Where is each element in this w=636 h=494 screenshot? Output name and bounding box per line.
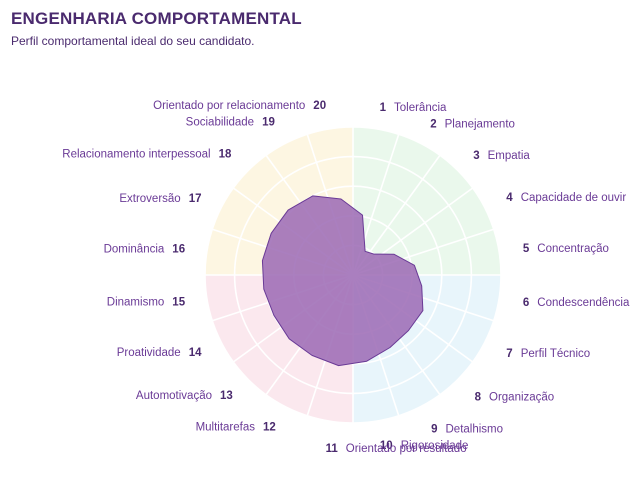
axis-number: 6 [523, 297, 529, 309]
axis-name: Relacionamento interpessoal [62, 148, 210, 160]
axis-number: 13 [220, 390, 233, 402]
axis-label-12: Multitarefas 12 [196, 422, 276, 434]
axis-number: 20 [313, 100, 326, 112]
axis-number: 7 [506, 348, 512, 360]
axis-label-17: Extroversão 17 [119, 193, 201, 205]
axis-label-20: Orientado por relacionamento 20 [153, 100, 326, 112]
axis-label-7: 7 Perfil Técnico [506, 348, 590, 360]
axis-name: Tolerância [394, 102, 447, 114]
axis-name: Extroversão [119, 193, 180, 205]
sector-3 [353, 155, 473, 275]
axis-number: 2 [430, 119, 436, 131]
axis-labels: 1 Tolerância 2 Planejamento 3 Empatia 4 Capacid… [62, 100, 630, 455]
profile-area [261, 195, 424, 367]
axis-name: Orientado por relacionamento [153, 100, 305, 112]
axis-label-4: 4 Capacidade de ouvir [506, 192, 626, 204]
axis-name: Dominância [104, 243, 165, 255]
axis-number: 5 [523, 243, 530, 255]
axis-label-5: 5 Concentração [523, 243, 609, 255]
axis-number: 4 [506, 192, 513, 204]
axis-number: 15 [172, 297, 185, 309]
axis-name: Rigorosidade [401, 440, 469, 452]
axis-name: Capacidade de ouvir [521, 192, 627, 204]
axis-label-15: Dinamismo 15 [107, 297, 186, 309]
axis-name: Condescendência [537, 297, 630, 309]
axis-name: Planejamento [445, 119, 515, 131]
axis-label-11: 11 Orientado por resultado [326, 443, 467, 455]
axis-number: 18 [219, 148, 232, 160]
axis-label-1: 1 Tolerância [380, 102, 447, 114]
axis-label-14: Proatividade 14 [117, 347, 202, 359]
axis-label-10: 10 Rigorosidade [380, 440, 469, 452]
axis-label-19: Sociabilidade 19 [186, 117, 275, 129]
axis-label-9: 9 Detalhismo [431, 423, 503, 435]
axis-name: Automotivação [136, 390, 212, 402]
axis-name: Dinamismo [107, 297, 165, 309]
axis-number: 17 [189, 193, 202, 205]
axis-number: 12 [263, 422, 276, 434]
axis-name: Proatividade [117, 347, 181, 359]
axis-label-2: 2 Planejamento [430, 119, 515, 131]
sector-2 [353, 134, 440, 275]
axis-label-18: Relacionamento interpessoal 18 [62, 148, 232, 160]
axis-label-13: Automotivação 13 [136, 390, 233, 402]
axis-name: Multitarefas [196, 422, 256, 434]
axis-number: 16 [172, 243, 185, 255]
axis-number: 14 [189, 347, 202, 359]
profile-series [261, 195, 424, 367]
axis-number: 10 [380, 440, 393, 452]
axis-name: Orientado por resultado [346, 443, 467, 455]
axis-number: 3 [473, 150, 479, 162]
axis-name: Detalhismo [446, 423, 504, 435]
axis-name: Sociabilidade [186, 117, 254, 129]
axis-label-3: 3 Empatia [473, 150, 530, 162]
page-title: ENGENHARIA COMPORTAMENTAL [11, 9, 302, 28]
axis-number: 8 [475, 392, 482, 404]
axis-label-6: 6 Condescendência [523, 297, 630, 309]
axis-number: 11 [326, 443, 339, 455]
axis-name: Perfil Técnico [521, 348, 590, 360]
axis-name: Organização [489, 392, 554, 404]
axis-number: 19 [262, 117, 275, 129]
axis-label-16: Dominância 16 [104, 243, 186, 255]
sector-4 [353, 188, 494, 275]
axis-number: 1 [380, 102, 387, 114]
axis-name: Empatia [488, 150, 531, 162]
page-subtitle: Perfil comportamental ideal do seu candi… [11, 34, 255, 48]
axis-number: 9 [431, 423, 437, 435]
axis-name: Concentração [537, 243, 609, 255]
axis-label-8: 8 Organização [475, 392, 555, 404]
